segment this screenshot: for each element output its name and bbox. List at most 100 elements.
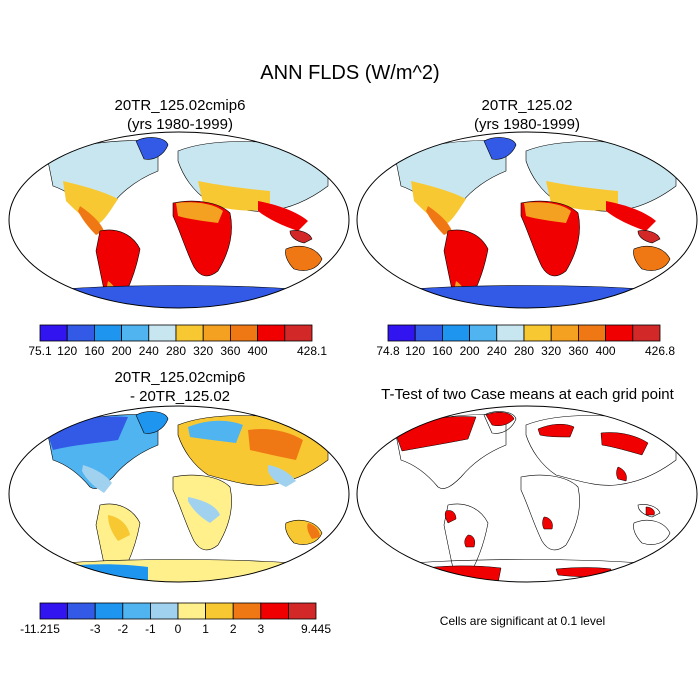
colorbar-tick-label: 400	[596, 344, 616, 358]
colorbar-tick-label: -11.215	[20, 622, 60, 636]
colorbar-box	[577, 324, 606, 342]
colorbar-box	[632, 324, 661, 342]
colorbar-tick-label: 280	[166, 344, 186, 358]
colorbar-tick-label: 200	[460, 344, 480, 358]
colorbar-box	[387, 324, 416, 342]
colorbar-box	[287, 602, 317, 620]
colorbar-box	[232, 602, 262, 620]
continent-antarctica	[9, 285, 349, 308]
colorbar-box	[523, 324, 552, 342]
colorbar-box	[284, 324, 313, 342]
panel-title-top-right: 20TR_125.02 (yrs 1980-1999)	[387, 96, 667, 134]
continent-antarctica	[357, 285, 697, 308]
panel-title-line1: 20TR_125.02	[481, 97, 573, 114]
map-top-right	[356, 131, 698, 309]
colorbar-tick-label: 360	[568, 344, 588, 358]
colorbar-tick-label: 240	[487, 344, 507, 358]
colorbar-tick-label: 9.445	[301, 622, 331, 636]
colorbar-box	[605, 324, 634, 342]
colorbar-box	[205, 602, 234, 620]
colorbar-box	[175, 324, 204, 342]
colorbar-tick-label: 428.1	[297, 344, 327, 358]
colorbar-box	[66, 324, 95, 342]
colorbar-tick-label: 2	[230, 622, 237, 636]
continent-australia	[285, 230, 323, 271]
continent-greenland	[135, 411, 169, 434]
continent-europe-asia	[177, 141, 329, 231]
panel-title-bottom-left: 20TR_125.02cmip6 - 20TR_125.02	[40, 368, 320, 406]
panel-title-line2: (yrs 1980-1999)	[127, 116, 233, 133]
colorbar-tick-label: -3	[90, 622, 101, 636]
colorbar-tick-label: 240	[139, 344, 159, 358]
colorbar-tick-label: 0	[175, 622, 182, 636]
colorbar-box	[177, 602, 207, 620]
colorbar-tick-label: 200	[112, 344, 132, 358]
map-top-left	[8, 131, 350, 309]
continent-africa	[172, 474, 232, 551]
colorbar-box	[260, 602, 289, 620]
continent-europe-asia	[525, 141, 677, 231]
panel-title-line1: T-Test of two Case means at each grid po…	[381, 386, 674, 403]
colorbar-tick-label: 320	[193, 344, 213, 358]
continent-australia	[285, 520, 323, 545]
colorbar-box	[150, 602, 179, 620]
colorbar-tick-label: 74.8	[376, 344, 400, 358]
colorbar-box	[414, 324, 443, 342]
continent-greenland	[483, 137, 517, 160]
colorbar-tick-label: -2	[117, 622, 128, 636]
colorbar-tick-label: 426.8	[645, 344, 675, 358]
continent-north-america	[47, 140, 159, 235]
colorbar-box	[94, 324, 123, 342]
colorbar-tick-label: 320	[541, 344, 561, 358]
colorbar-box	[94, 602, 124, 620]
panel-title-line1: 20TR_125.02cmip6	[114, 97, 246, 114]
colorbar-box	[496, 324, 525, 342]
colorbar-tick-label: 3	[257, 622, 264, 636]
colorbar-box	[39, 602, 69, 620]
colorbar-tick-label: 360	[220, 344, 240, 358]
map-boundary	[356, 405, 698, 583]
colorbar-box	[550, 324, 579, 342]
colorbar-tick-label: 400	[248, 344, 268, 358]
colorbar-tick-label: -1	[145, 622, 156, 636]
colorbar-tick-label: 120	[57, 344, 77, 358]
significance-note: Cells are significant at 0.1 level	[439, 614, 606, 628]
continent-europe-asia	[177, 415, 329, 487]
colorbar-tick-label: 75.1	[28, 344, 52, 358]
continent-greenland	[135, 137, 169, 160]
colorbar-box	[469, 324, 498, 342]
panel-title-line2: - 20TR_125.02	[129, 388, 231, 405]
figure-title: ANN FLDS (W/m^2)	[260, 62, 440, 84]
panel-title-line2: (yrs 1980-1999)	[474, 116, 580, 133]
colorbar-tick-label: 120	[405, 344, 425, 358]
map-boundary	[8, 405, 350, 583]
colorbar-box	[121, 324, 150, 342]
colorbar-top-left: 75.1 120 160 200 240 280 320 360 400 428.1	[28, 324, 327, 358]
colorbar-box	[148, 324, 177, 342]
continent-north-america	[395, 140, 507, 235]
colorbar-box	[202, 324, 231, 342]
map-bottom-right	[356, 405, 698, 583]
continent-africa	[520, 200, 580, 277]
panel-title-line1: 20TR_125.02cmip6	[114, 369, 246, 386]
colorbar-box	[122, 602, 151, 620]
colorbar-box	[257, 324, 286, 342]
colorbar-box	[39, 324, 68, 342]
colorbar-box	[67, 602, 96, 620]
map-boundary	[8, 131, 350, 309]
map-bottom-left	[8, 405, 350, 583]
continent-antarctica	[9, 559, 349, 582]
colorbar-box	[442, 324, 471, 342]
colorbar-tick-label: 280	[514, 344, 534, 358]
colorbar-tick-label: 160	[84, 344, 104, 358]
colorbar-tick-label: 160	[432, 344, 452, 358]
colorbar-bottom-left: -11.215 -3 -2 -1 0 1 2 3 9.445	[20, 602, 331, 636]
panel-title-top-left: 20TR_125.02cmip6 (yrs 1980-1999)	[40, 96, 320, 134]
panel-title-bottom-right: T-Test of two Case means at each grid po…	[355, 385, 700, 404]
colorbar-tick-label: 1	[202, 622, 209, 636]
continent-africa	[172, 200, 232, 277]
colorbar-top-right: 74.8 120 160 200 240 280 320 360 400 426.8	[376, 324, 675, 358]
continent-australia	[633, 230, 671, 271]
map-boundary	[356, 131, 698, 309]
colorbar-box	[229, 324, 258, 342]
